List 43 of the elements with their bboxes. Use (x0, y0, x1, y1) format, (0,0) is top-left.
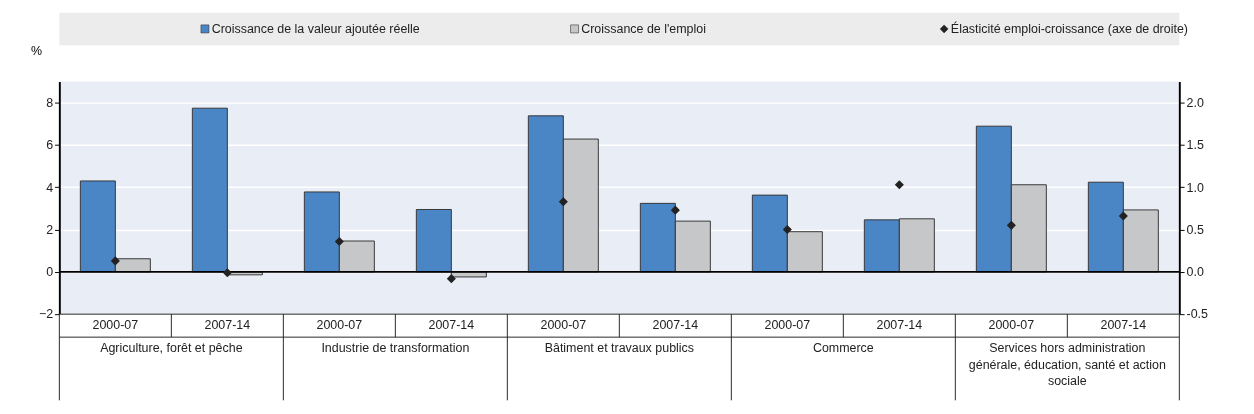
y-tick-label: 0 (46, 265, 54, 280)
legend-label: Croissance de l'emploi (581, 21, 706, 36)
point (1006, 220, 1016, 230)
text: Services hors administration générale, éducation, santé et action sociale (968, 341, 1166, 389)
x-tick-label: 2000-07 (316, 318, 363, 333)
y-axis-title: % (31, 44, 43, 59)
point (894, 180, 904, 190)
bar (415, 209, 452, 273)
point (446, 274, 456, 284)
legend-label: Croissance de la valeur ajoutée réelle (211, 21, 420, 36)
y-tick-label: −2 (38, 307, 54, 322)
y2-tick-label: 0.5 (1186, 222, 1204, 237)
point (334, 236, 344, 246)
point (1118, 211, 1128, 221)
text: Industrie de transformation (321, 341, 470, 356)
point (222, 268, 232, 278)
x-tick-label: 2000-07 (540, 318, 587, 333)
x-tick-label: 2000-07 (92, 318, 139, 333)
x-tick-label: 2000-07 (988, 318, 1035, 333)
point (110, 256, 120, 266)
point (782, 225, 792, 235)
x-tick-label: 2007-14 (876, 318, 923, 333)
point (670, 205, 680, 215)
text: Bâtiment et travaux publics (544, 341, 695, 356)
x-tick-label: 2007-14 (204, 318, 251, 333)
y-tick-label: 8 (46, 96, 54, 111)
y2-tick-label: -0.5 (1186, 307, 1209, 322)
text: Commerce (812, 341, 874, 356)
point (558, 197, 568, 207)
x-tick-label: 2007-14 (652, 318, 699, 333)
y-tick-label: 6 (46, 138, 54, 153)
x-tick-label: 2000-07 (764, 318, 811, 333)
bar (191, 107, 228, 273)
x-tick-label: 2007-14 (428, 318, 475, 333)
y2-tick-label: 1.5 (1186, 138, 1204, 153)
y2-tick-label: 2.0 (1186, 96, 1204, 111)
y-tick-label: 4 (46, 180, 54, 195)
x-tick-label: 2007-14 (1100, 318, 1147, 333)
y2-tick-label: 1.0 (1186, 180, 1204, 195)
text: Agriculture, forêt et pêche (100, 341, 243, 356)
legend-label: Élasticité emploi-croissance (axe de droite) (950, 20, 1188, 36)
y2-tick-label: 0.0 (1186, 265, 1204, 280)
y-tick-label: 2 (46, 222, 54, 237)
